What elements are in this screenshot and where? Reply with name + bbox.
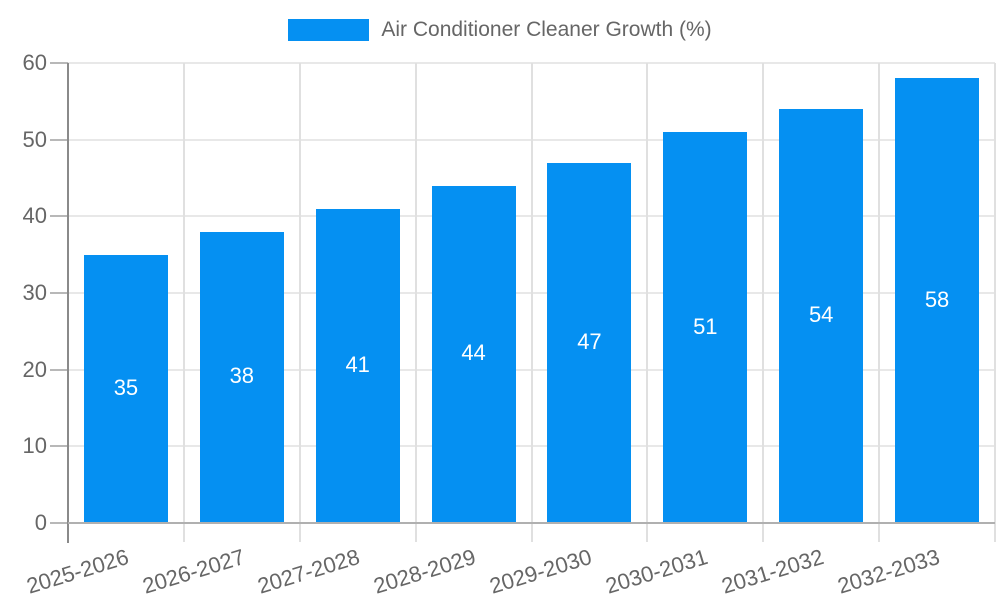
x-gridline	[182, 63, 185, 542]
bar-value-label: 41	[345, 351, 370, 377]
x-gridline	[298, 63, 301, 542]
x-tick-label: 2032-2033	[834, 544, 943, 599]
x-tick-label: 2025-2026	[23, 544, 132, 599]
y-axis-tick	[50, 292, 68, 294]
bar[interactable]: 38	[199, 231, 284, 523]
bar-value-label: 38	[229, 363, 255, 389]
x-gridline	[414, 63, 417, 542]
x-tick-label: 2031-2032	[718, 544, 827, 599]
bar[interactable]: 41	[315, 208, 400, 523]
y-tick-label: 20	[22, 356, 47, 382]
y-tick-label: 0	[34, 510, 47, 535]
bar[interactable]: 58	[895, 78, 980, 523]
y-tick-label: 50	[22, 126, 47, 152]
bar[interactable]: 35	[83, 254, 168, 523]
x-tick-label: 2026-2027	[139, 544, 248, 599]
bar-value-label: 51	[693, 313, 718, 339]
y-axis-tick	[50, 138, 68, 141]
bar-value-label: 58	[924, 286, 950, 312]
y-axis-tick	[50, 522, 68, 524]
x-tick-label: 2030-2031	[602, 544, 711, 599]
x-gridline	[994, 63, 996, 542]
y-tick-label: 40	[22, 203, 47, 229]
x-axis-line	[68, 522, 995, 524]
x-tick-label: 2027-2028	[255, 544, 363, 599]
x-tick-label: 2029-2030	[486, 544, 595, 599]
x-gridline	[878, 63, 881, 542]
y-tick-label: 30	[22, 280, 47, 305]
x-gridline	[646, 63, 649, 542]
y-axis-tick	[50, 215, 68, 218]
y-tick-label: 60	[22, 50, 47, 75]
y-axis-line	[67, 63, 69, 543]
y-axis-tick	[50, 62, 68, 64]
x-gridline	[762, 63, 765, 542]
bar-value-label: 44	[461, 340, 486, 366]
legend-swatch-icon	[288, 19, 370, 41]
bar[interactable]: 54	[779, 109, 864, 523]
bar-value-label: 54	[808, 302, 834, 327]
bar[interactable]: 47	[547, 162, 632, 523]
chart-legend[interactable]: Air Conditioner Cleaner Growth (%)	[0, 18, 1000, 42]
y-axis-tick	[50, 445, 68, 448]
bar[interactable]: 44	[431, 185, 516, 523]
legend-label: Air Conditioner Cleaner Growth (%)	[381, 18, 712, 41]
bar-value-label: 35	[113, 374, 139, 400]
bar[interactable]: 51	[663, 132, 748, 523]
y-tick-label: 10	[22, 433, 47, 459]
y-axis-tick	[50, 368, 68, 371]
bar-value-label: 47	[577, 328, 602, 354]
x-tick-label: 2028-2029	[370, 544, 479, 599]
x-gridline	[530, 63, 533, 542]
